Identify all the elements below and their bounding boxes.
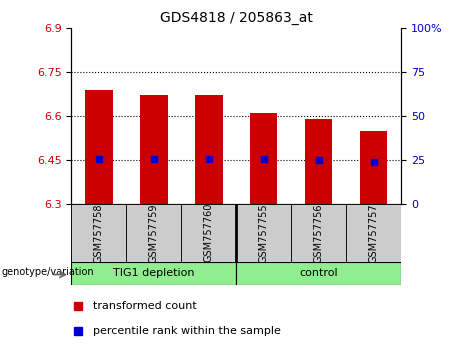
- Bar: [250, 113, 278, 204]
- Text: GSM757758: GSM757758: [94, 203, 104, 263]
- Text: GSM757755: GSM757755: [259, 203, 269, 263]
- Bar: [236, 262, 401, 285]
- Bar: [181, 204, 236, 262]
- Bar: [71, 262, 236, 285]
- Text: GSM757757: GSM757757: [369, 203, 378, 263]
- Bar: [195, 96, 223, 204]
- Text: GSM757759: GSM757759: [149, 203, 159, 263]
- Bar: [291, 204, 346, 262]
- Bar: [126, 204, 181, 262]
- Bar: [140, 96, 168, 204]
- Text: genotype/variation: genotype/variation: [1, 267, 94, 277]
- Bar: [305, 119, 332, 204]
- Bar: [236, 204, 291, 262]
- Text: control: control: [299, 268, 338, 279]
- Bar: [346, 204, 401, 262]
- Text: GSM757760: GSM757760: [204, 203, 214, 262]
- Text: TIG1 depletion: TIG1 depletion: [113, 268, 195, 279]
- Text: GSM757756: GSM757756: [313, 203, 324, 263]
- Text: transformed count: transformed count: [93, 301, 197, 311]
- Text: percentile rank within the sample: percentile rank within the sample: [93, 326, 281, 336]
- Bar: [360, 131, 387, 204]
- Title: GDS4818 / 205863_at: GDS4818 / 205863_at: [160, 11, 313, 24]
- Bar: [71, 204, 126, 262]
- Bar: [85, 90, 112, 204]
